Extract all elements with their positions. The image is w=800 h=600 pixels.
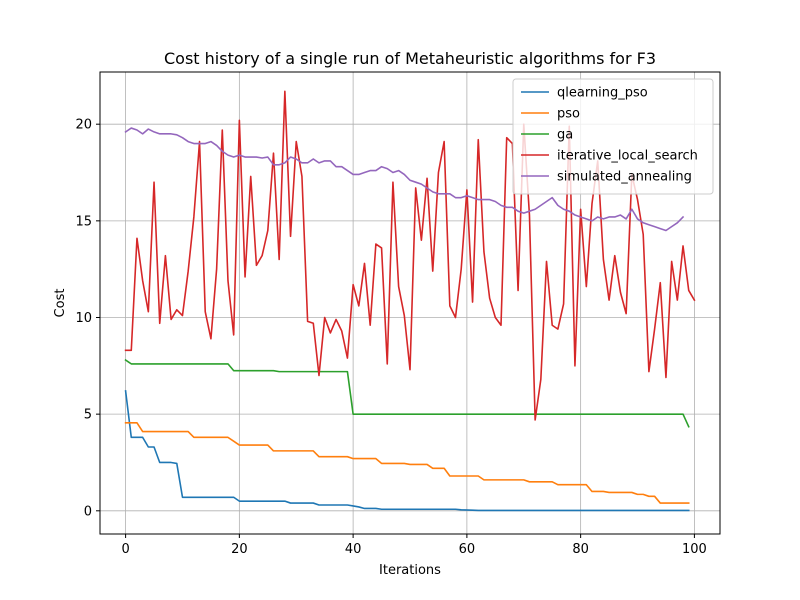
y-tick-label: 5 (84, 408, 92, 423)
series-line-qlearning-pso (124, 390, 690, 512)
legend-label: qlearning_pso (557, 86, 648, 101)
series-line-simulated-annealing (124, 127, 685, 232)
series-line-pso (124, 422, 690, 504)
y-tick-label: 10 (75, 311, 92, 326)
x-tick-label: 0 (121, 542, 129, 557)
x-tick-label: 20 (231, 542, 248, 557)
y-tick-label: 0 (84, 504, 92, 519)
plot-frame (99, 71, 721, 535)
x-axis-label: Iterations (379, 563, 441, 578)
x-tick-label: 100 (682, 542, 707, 557)
legend-label: simulated_annealing (557, 170, 692, 185)
x-tick-label: 40 (345, 542, 362, 557)
y-axis-label: Cost (53, 289, 68, 318)
legend-label: ga (557, 128, 573, 143)
legend-label: iterative_local_search (557, 149, 698, 164)
axis-ticks: 0 20 40 60 80 100 0 5 10 15 20 (75, 118, 706, 557)
series-line-ga (124, 358, 690, 428)
y-tick-label: 15 (75, 214, 92, 229)
legend-box (512, 78, 714, 195)
x-tick-label: 80 (572, 542, 589, 557)
x-tick-label: 60 (459, 542, 476, 557)
chart-title: Cost history of a single run of Metaheur… (164, 49, 656, 68)
y-tick-label: 20 (75, 118, 92, 133)
legend-label: pso (557, 107, 580, 122)
